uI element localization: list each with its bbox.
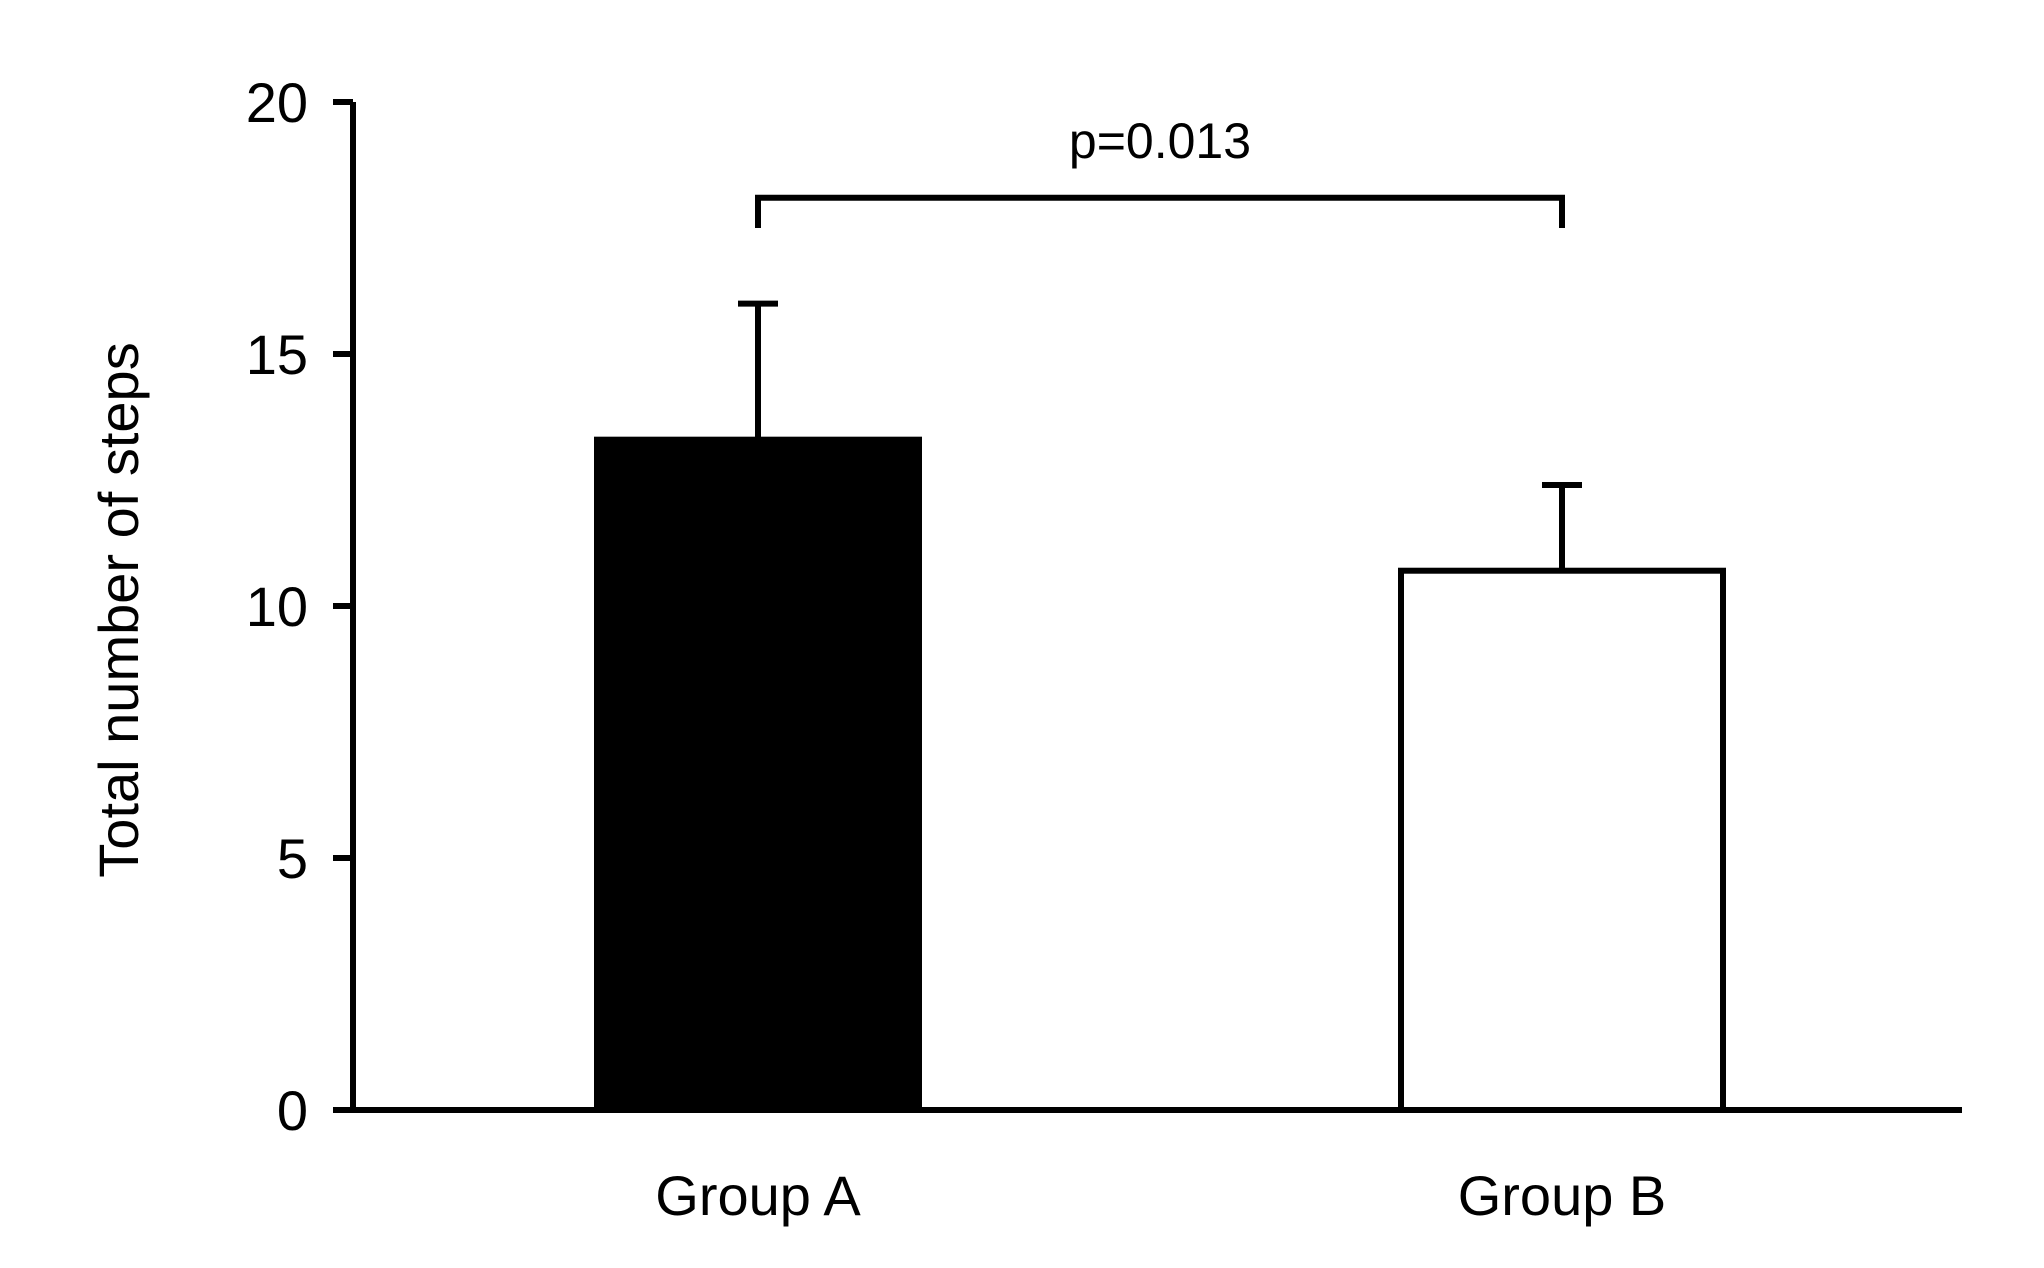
x-tick-label: Group B <box>1458 1164 1667 1227</box>
y-tick-label: 15 <box>246 323 308 386</box>
x-tick-labels: Group A Group B <box>655 1164 1666 1227</box>
bar-group-b <box>1398 567 1726 1113</box>
y-ticks: 0 5 10 15 20 <box>246 71 353 1142</box>
significance-annotation: p=0.013 <box>755 113 1565 228</box>
p-value-label: p=0.013 <box>1069 113 1251 169</box>
y-tick-label: 5 <box>277 827 308 890</box>
y-tick-label: 10 <box>246 575 308 638</box>
significance-bracket <box>755 194 1565 228</box>
y-tick-label: 20 <box>246 71 308 134</box>
y-tick-label: 0 <box>277 1079 308 1142</box>
bars-layer <box>594 436 1726 1113</box>
bar-group-a <box>594 436 922 1113</box>
x-tick-label: Group A <box>655 1164 861 1227</box>
y-axis-title: Total number of steps <box>87 342 150 877</box>
error-bars-layer <box>738 300 1582 571</box>
